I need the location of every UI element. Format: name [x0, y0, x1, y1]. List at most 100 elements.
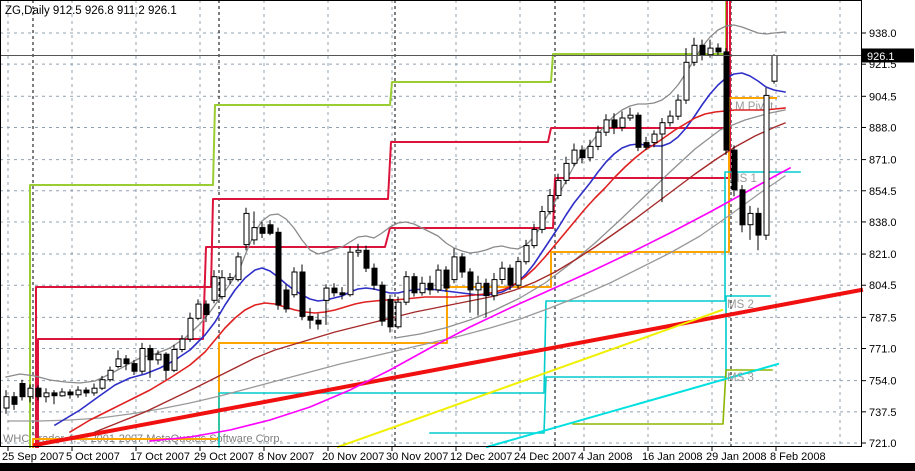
candle-down: [715, 47, 722, 53]
main-uptrend-red: [32, 287, 864, 448]
candle-down: [83, 389, 90, 394]
candle-down: [731, 149, 738, 191]
current-price-badge-label: 926.1: [867, 51, 895, 63]
candle-up: [595, 131, 602, 147]
price-tick-label: 871.0: [869, 155, 897, 167]
date-tick-label: 8 Feb 2008: [770, 451, 826, 463]
candle-up: [355, 249, 362, 253]
price-tick-label: 804.5: [869, 280, 897, 292]
candle-up: [419, 282, 426, 294]
candle-up: [531, 229, 538, 247]
price-tick-label: 737.5: [869, 407, 897, 419]
candle-up: [187, 317, 194, 340]
date-tick-label: 16 Jan 2008: [642, 451, 703, 463]
candle-down: [299, 271, 306, 317]
secondary-trend-yellow: [336, 308, 724, 449]
candle-down: [371, 267, 378, 286]
secondary-trend-cyan: [485, 362, 780, 449]
price-tick-label: 721.0: [869, 438, 897, 450]
candle-up: [539, 211, 546, 230]
candle-down: [427, 282, 434, 291]
candle-up: [491, 279, 498, 297]
candle-down: [19, 383, 26, 398]
monthly-s1-aqua: [218, 171, 801, 448]
price-tick-label: 821.0: [869, 249, 897, 261]
candle-down: [755, 212, 762, 236]
candle-down: [635, 114, 642, 148]
candle-down: [699, 44, 706, 56]
date-tick-label: 20 Nov 2007: [322, 451, 384, 463]
price-tick-label: 771.0: [869, 344, 897, 356]
candle-down: [643, 142, 650, 148]
candle-down: [11, 396, 18, 405]
candle-up: [243, 212, 250, 246]
candle-down: [275, 231, 282, 306]
candle-up: [347, 251, 354, 296]
date-tick-label: 12 Dec 2007: [450, 451, 512, 463]
price-tick-label: 754.0: [869, 376, 897, 388]
candle-down: [163, 353, 170, 371]
candle-up: [27, 387, 34, 398]
candle-up: [43, 392, 50, 398]
date-tick-label: 29 Oct 2007: [194, 451, 254, 463]
ma-magenta: [149, 166, 792, 442]
date-tick-label: 30 Nov 2007: [386, 451, 448, 463]
candle-up: [683, 61, 690, 101]
candle-up: [107, 369, 114, 381]
candle-up: [451, 256, 458, 281]
price-tick-label: 838.0: [869, 217, 897, 229]
candle-up: [499, 267, 506, 281]
candle-down: [259, 227, 266, 234]
candle-up: [291, 271, 298, 296]
candle-up: [75, 389, 82, 396]
pivot-level-label: MS 2: [727, 299, 754, 311]
candle-up: [691, 44, 698, 63]
candle-down: [339, 292, 346, 296]
candle-up: [211, 276, 218, 301]
monthly-r2-green: [29, 0, 727, 448]
candle-up: [587, 145, 594, 159]
candle-up: [3, 396, 10, 409]
candle-up: [403, 276, 410, 303]
candle-down: [123, 358, 130, 365]
candle-up: [115, 358, 122, 367]
candle-down: [379, 284, 386, 322]
date-tick-label: 25 Sep 2007: [2, 451, 64, 463]
candle-up: [667, 115, 674, 124]
candle-down: [483, 282, 490, 297]
candle-up: [659, 122, 666, 135]
candle-up: [771, 55, 778, 82]
candle-up: [555, 179, 562, 196]
candle-up: [139, 348, 146, 372]
candle-down: [283, 289, 290, 310]
price-tick-label: 938.0: [869, 28, 897, 40]
candle-down: [315, 319, 322, 325]
window-bottom-bar: [0, 463, 915, 471]
candle-down: [611, 119, 618, 129]
candle-down: [739, 189, 746, 226]
candle-down: [147, 348, 154, 361]
price-tick-label: 854.5: [869, 186, 897, 198]
candle-up: [91, 387, 98, 394]
ma-gray-slow: [7, 175, 786, 422]
candle-up: [515, 261, 522, 286]
monthly-s3-olive: [572, 369, 773, 425]
candle-up: [179, 338, 186, 351]
candle-down: [51, 392, 58, 397]
candle-up: [323, 287, 330, 301]
date-tick-label: 5 Oct 2007: [66, 451, 120, 463]
candle-up: [475, 282, 482, 291]
chart-title-ohlc: ZG,Daily 912.5 926.8 911.2 926.1: [5, 5, 177, 17]
pivot-level-label: MS 3: [727, 372, 754, 384]
candle-up: [707, 47, 714, 56]
candle-up: [627, 114, 634, 119]
candle-up: [227, 277, 234, 281]
candle-up: [155, 353, 162, 361]
candle-down: [67, 391, 74, 396]
candle-up: [99, 379, 106, 389]
candle-down: [579, 149, 586, 159]
